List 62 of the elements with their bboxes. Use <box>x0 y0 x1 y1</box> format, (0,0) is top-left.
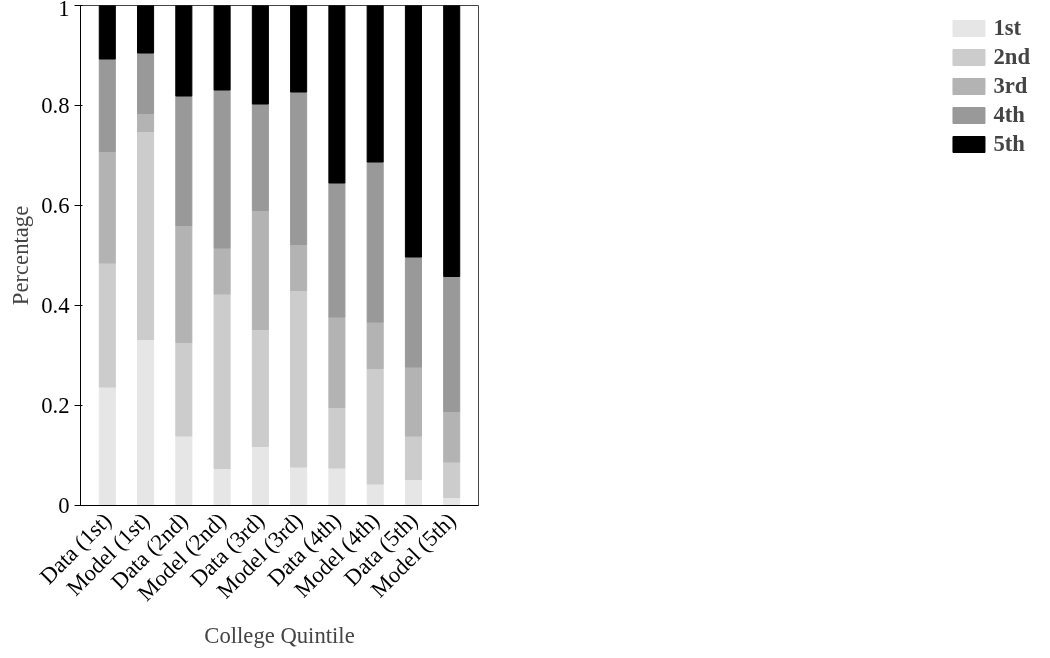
bar <box>137 5 155 54</box>
bar <box>213 89 231 249</box>
y-tick-label: 0.6 <box>41 193 70 218</box>
bar <box>443 461 461 498</box>
bar <box>404 435 422 480</box>
bar <box>98 58 116 152</box>
bar <box>290 91 308 245</box>
y-tick-label: 1 <box>58 0 70 21</box>
bar <box>175 225 193 343</box>
bar <box>366 368 384 485</box>
bar <box>290 466 308 506</box>
bar <box>213 293 231 469</box>
bar <box>404 256 422 368</box>
legend-label: 5th <box>993 131 1025 157</box>
bar <box>328 5 346 184</box>
legend-label: 2nd <box>993 44 1030 70</box>
y-tick-label: 0 <box>58 493 70 518</box>
bar <box>251 5 269 105</box>
legend-label: 1st <box>993 15 1022 41</box>
bar <box>251 329 269 447</box>
bar <box>328 316 346 408</box>
bar <box>404 5 422 258</box>
bar <box>290 244 308 291</box>
bar <box>328 467 346 506</box>
bar <box>366 161 384 323</box>
bar <box>404 366 422 437</box>
bar <box>366 5 384 163</box>
bar <box>404 479 422 506</box>
bar <box>328 182 346 318</box>
bar <box>137 113 155 132</box>
bar <box>175 95 193 226</box>
bar <box>137 131 155 340</box>
bar <box>366 483 384 506</box>
bar <box>328 407 346 469</box>
bar <box>98 5 116 60</box>
y-tick-label: 0.8 <box>41 93 70 118</box>
bar <box>175 342 193 437</box>
bar <box>290 5 308 93</box>
bar <box>251 210 269 330</box>
bar <box>175 435 193 506</box>
legend-label: 4th <box>993 102 1025 128</box>
x-axis-title: College Quintile <box>204 622 355 648</box>
legend-label: 3rd <box>993 73 1028 99</box>
y-tick-label: 0.2 <box>41 393 70 418</box>
y-tick-label: 0.4 <box>41 293 70 318</box>
bar <box>175 5 193 97</box>
bar <box>213 5 231 91</box>
bar <box>137 339 155 506</box>
bar <box>290 290 308 468</box>
bar <box>366 321 384 369</box>
bar <box>251 103 269 211</box>
y-axis-title: Percentage <box>8 205 34 306</box>
bar <box>98 386 116 506</box>
bar <box>98 262 116 388</box>
bar <box>98 151 116 264</box>
bar <box>213 247 231 295</box>
bar <box>443 276 461 412</box>
bar <box>251 446 269 506</box>
bar <box>213 468 231 506</box>
bar <box>137 52 155 114</box>
bar <box>443 411 461 463</box>
bar <box>443 5 461 277</box>
